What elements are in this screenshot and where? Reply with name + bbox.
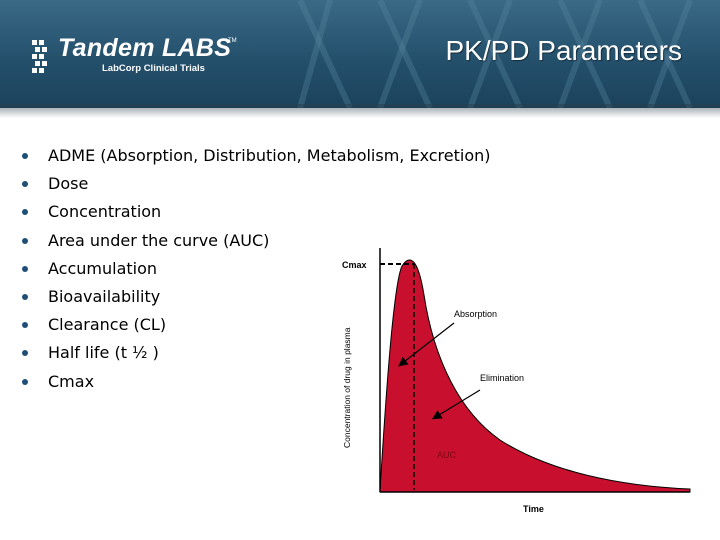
slide-header: Tandem LABS TM LabCorp Clinical Trials P… [0, 0, 720, 108]
elimination-label: Elimination [480, 373, 524, 383]
bullet-item: Accumulation [22, 255, 491, 283]
x-axis-label: Time [523, 504, 544, 514]
bullet-icon [22, 153, 28, 159]
logo-subtitle: LabCorp Clinical Trials [102, 63, 205, 74]
bullet-text: Accumulation [48, 258, 158, 278]
bullet-text: Concentration [48, 202, 162, 222]
tandem-labs-logo: Tandem LABS TM LabCorp Clinical Trials [32, 34, 252, 80]
bullet-item: Bioavailability [22, 283, 491, 311]
bullet-item: Cmax [22, 368, 491, 396]
bullet-text: ADME (Absorption, Distribution, Metaboli… [48, 146, 491, 165]
bullet-icon [22, 209, 28, 216]
bullet-icon [22, 350, 28, 357]
bullet-item: ADME (Absorption, Distribution, Metaboli… [22, 142, 491, 170]
logo-trademark: TM [228, 38, 237, 44]
header-shadow [0, 104, 720, 118]
bullet-icon [22, 378, 28, 385]
bullet-text: Dose [48, 174, 89, 194]
y-axis-label: Concentration of drug in plasma [342, 327, 352, 448]
absorption-arrow-icon [398, 322, 455, 367]
bullet-text: Clearance (CL) [48, 315, 167, 335]
bullet-text: Half life (t ½ ) [48, 343, 159, 363]
bullet-list: ADME (Absorption, Distribution, Metaboli… [22, 142, 491, 396]
auc-label: AUC [437, 450, 457, 460]
elimination-arrow-icon [431, 389, 481, 420]
bullet-item: Area under the curve (AUC) [22, 227, 491, 255]
bullet-text: Cmax [48, 371, 95, 391]
bullet-item: Concentration [22, 198, 491, 226]
absorption-label: Absorption [454, 309, 497, 319]
bullet-item: Dose [22, 170, 491, 198]
bullet-icon [22, 237, 28, 244]
bullet-icon [22, 265, 28, 272]
bullet-icon [22, 181, 28, 188]
logo-brand-text: Tandem LABS [58, 34, 232, 62]
bullet-item: Half life (t ½ ) [22, 339, 491, 367]
bullet-item: Clearance (CL) [22, 311, 491, 339]
pk-curve-chart: Cmax Absorption Elimination AUC Concentr… [342, 248, 691, 514]
bullet-icon [22, 322, 28, 329]
cmax-label: Cmax [342, 260, 367, 270]
logo-mark-icon [32, 40, 47, 73]
bullet-icon [22, 293, 28, 300]
header-pattern [297, 0, 693, 108]
auc-area [379, 259, 691, 493]
bullet-text: Area under the curve (AUC) [48, 230, 270, 250]
bullet-text: Bioavailability [48, 286, 161, 306]
slide-title: PK/PD Parameters [445, 35, 682, 66]
